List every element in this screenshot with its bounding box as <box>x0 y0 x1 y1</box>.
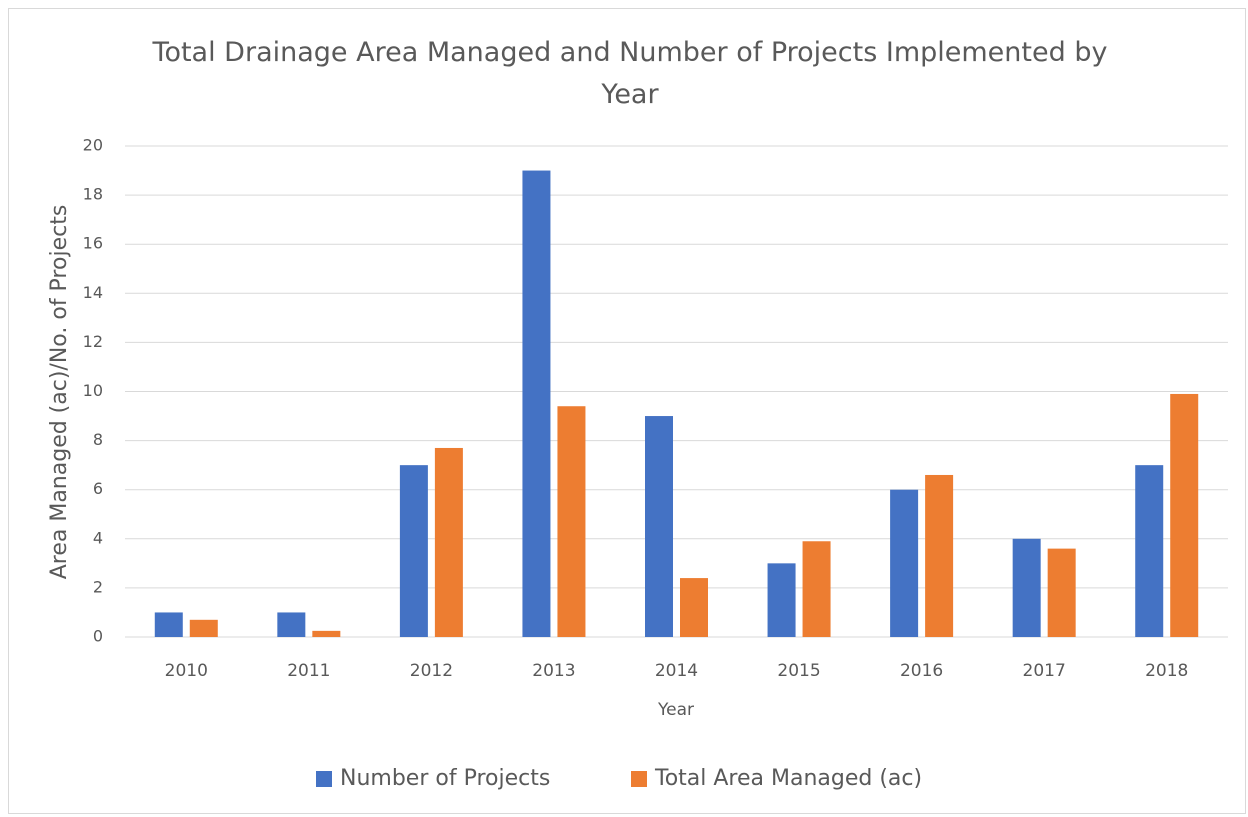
bar <box>277 612 306 637</box>
bar <box>189 619 218 637</box>
y-tick-label: 10 <box>83 381 103 400</box>
bar <box>557 406 586 637</box>
x-axis-label: Year <box>657 700 694 720</box>
bar <box>1012 538 1041 637</box>
bar <box>890 489 919 637</box>
legend-swatch <box>316 771 332 787</box>
y-tick-label: 14 <box>83 283 103 302</box>
x-tick-label: 2015 <box>777 661 820 681</box>
legend-label: Total Area Managed (ac) <box>654 766 922 791</box>
y-tick-label: 8 <box>93 430 103 449</box>
y-tick-label: 0 <box>93 627 103 646</box>
y-tick-label: 6 <box>93 479 103 498</box>
x-tick-label: 2012 <box>410 661 453 681</box>
bar <box>522 170 551 638</box>
legend-swatch <box>631 771 647 787</box>
y-tick-label: 16 <box>83 234 103 253</box>
bar <box>1170 393 1199 637</box>
bar <box>434 447 463 637</box>
bar <box>1047 548 1076 637</box>
x-tick-label: 2013 <box>532 661 575 681</box>
bar <box>312 630 341 637</box>
x-tick-label: 2010 <box>165 661 208 681</box>
x-tick-label: 2017 <box>1023 661 1066 681</box>
bar <box>154 612 183 637</box>
y-tick-label: 2 <box>93 577 103 596</box>
y-axis-label: Area Managed (ac)/No. of Projects <box>47 205 72 580</box>
x-tick-label: 2014 <box>655 661 698 681</box>
x-tick-label: 2011 <box>287 661 330 681</box>
y-tick-label: 20 <box>83 136 103 155</box>
legend-label: Number of Projects <box>340 766 550 791</box>
bar <box>1135 465 1164 637</box>
chart-frame <box>8 8 1246 814</box>
bar <box>645 416 673 637</box>
x-tick-label: 2018 <box>1145 661 1188 681</box>
y-tick-label: 18 <box>83 185 103 204</box>
bar <box>399 465 428 637</box>
bar <box>925 474 954 637</box>
bar <box>767 563 796 637</box>
bar <box>802 541 831 637</box>
x-tick-label: 2016 <box>900 661 943 681</box>
y-tick-label: 4 <box>93 528 103 547</box>
bar <box>680 578 708 637</box>
y-tick-label: 12 <box>83 332 103 351</box>
chart-title: Total Drainage Area Managed and Number o… <box>152 37 1108 110</box>
